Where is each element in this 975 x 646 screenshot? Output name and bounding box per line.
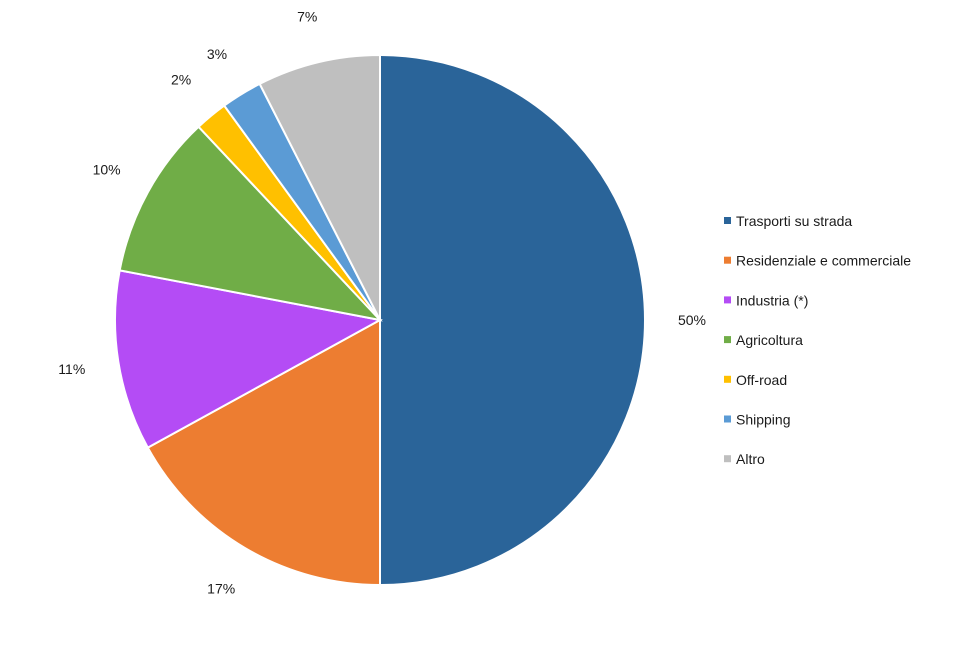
legend-label: Agricoltura [736, 332, 803, 348]
legend-item-agricoltura: Agricoltura [724, 332, 803, 348]
data-label-industria: 11% [58, 361, 85, 377]
legend-item-altro: Altro [724, 451, 765, 467]
legend-swatch [724, 455, 731, 463]
legend-swatch [724, 336, 731, 344]
pie-slice-agricoltura [118, 125, 383, 322]
data-label-altro: 7% [297, 9, 317, 25]
pie-slice-residenziale-e-commerciale [146, 318, 381, 587]
data-label-off-road: 2% [171, 72, 191, 88]
legend-label: Industria (*) [736, 292, 808, 308]
legend-label: Shipping [736, 412, 791, 428]
legend-label: Altro [736, 451, 765, 467]
data-label-agricoltura: 10% [93, 162, 121, 178]
legend-label: Trasporti su strada [736, 213, 852, 229]
legend-swatch [724, 375, 731, 383]
pie-data-labels: 50% 17% 11% 10% 2% 3% 7% [58, 9, 706, 597]
legend-item-industria: Industria (*) [724, 292, 808, 308]
legend-swatch [724, 415, 731, 423]
legend-item-trasporti-su-strada: Trasporti su strada [724, 213, 852, 229]
legend-item-residenziale-e-commerciale: Residenziale e commerciale [724, 253, 911, 269]
legend-swatch [724, 256, 731, 264]
legend-label: Off-road [736, 372, 787, 388]
pie-slice-trasporti-su-strada [379, 53, 646, 587]
legend-swatch [724, 296, 731, 304]
pie-slice-industria [114, 269, 383, 450]
pie-slices [114, 53, 646, 587]
legend: Trasporti su strada Residenziale e commer… [724, 213, 911, 467]
data-label-residenziale-e-commerciale: 17% [207, 581, 235, 597]
pie-slice-altro [258, 53, 381, 321]
legend-item-shipping: Shipping [724, 412, 791, 428]
data-label-trasporti-su-strada: 50% [678, 312, 706, 328]
legend-swatch [724, 217, 731, 224]
legend-label: Residenziale e commerciale [736, 253, 911, 269]
legend-item-off-road: Off-road [724, 372, 787, 388]
data-label-shipping: 3% [207, 46, 227, 62]
